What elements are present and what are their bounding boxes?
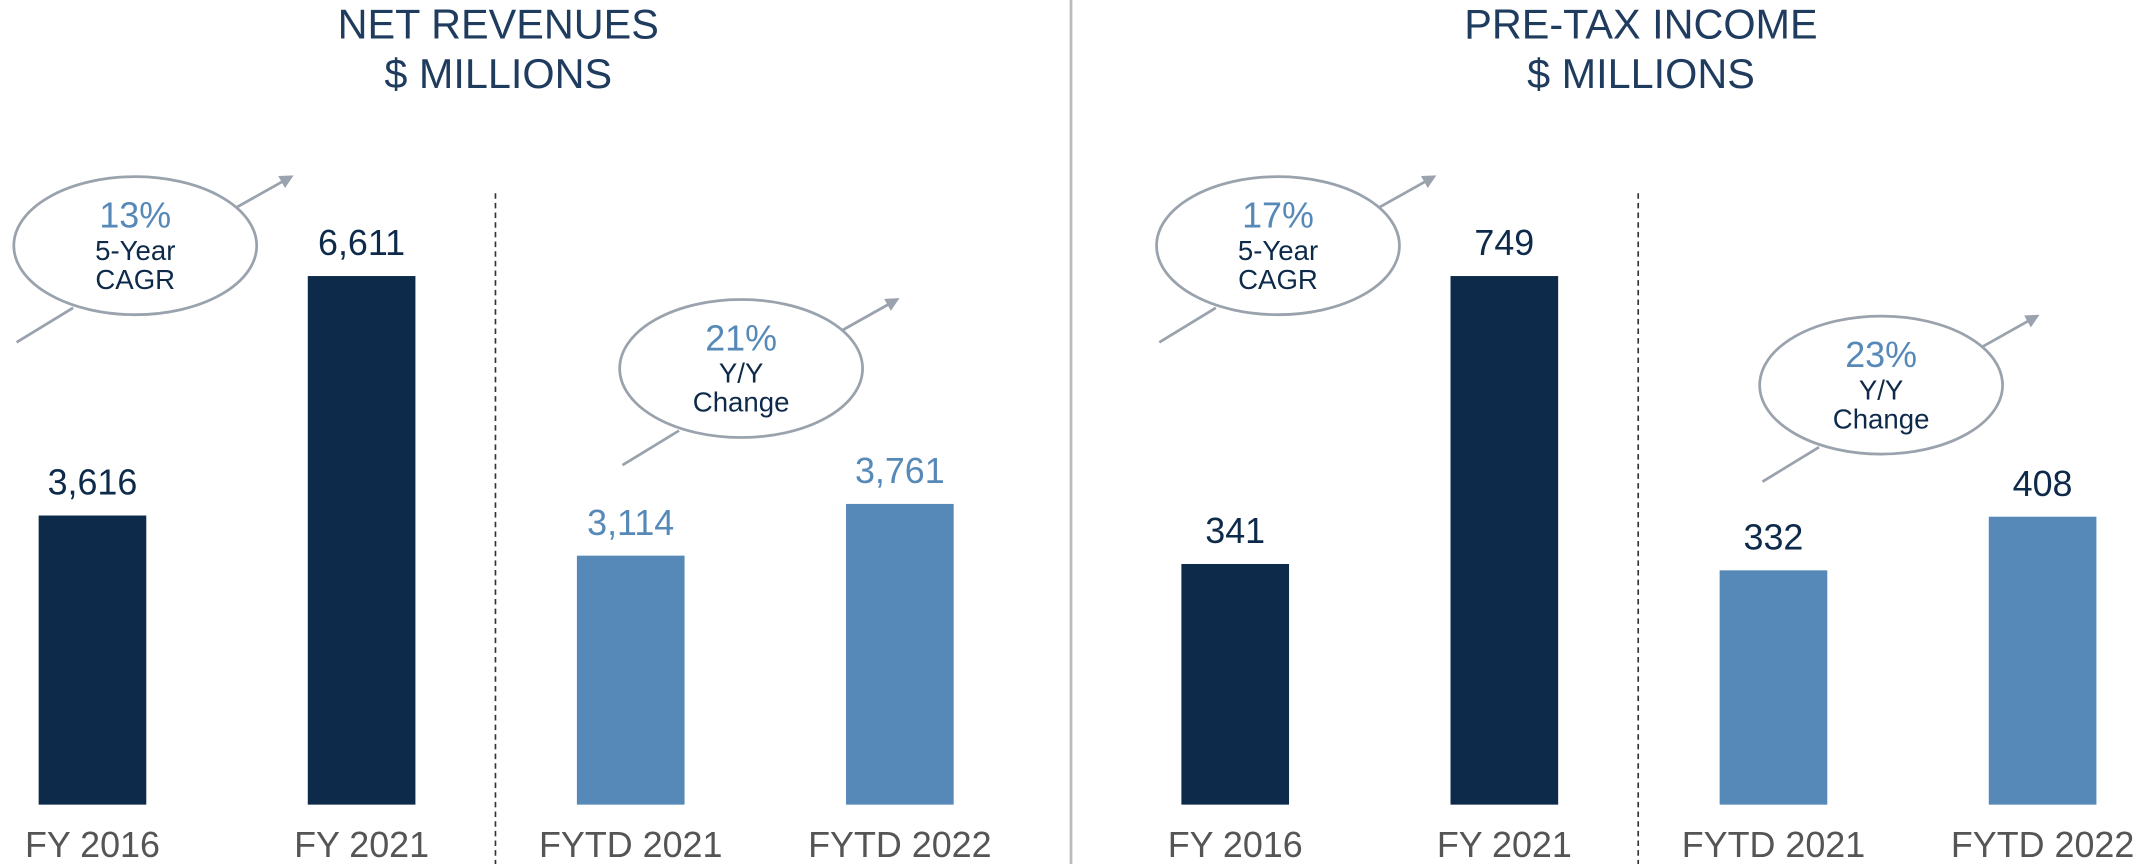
annotation-label: 5-Year — [95, 235, 175, 266]
annotation-label: Y/Y — [1859, 374, 1903, 405]
annotation-label: Y/Y — [719, 358, 763, 389]
bar — [576, 555, 685, 805]
value-label: 749 — [1474, 223, 1534, 263]
arrow-tail — [621, 429, 680, 467]
arrow-head — [233, 175, 294, 210]
annotation-label: 5-Year — [1238, 235, 1318, 266]
x-tick-label: FY 2021 — [1437, 825, 1572, 864]
value-label: 332 — [1744, 517, 1804, 557]
x-tick-label: FY 2016 — [1168, 825, 1303, 864]
value-label: 3,616 — [48, 463, 138, 503]
arrow-tail — [15, 306, 74, 344]
chart-title: NET REVENUES — [338, 2, 659, 48]
annotation-value: 13% — [99, 196, 171, 236]
value-label: 341 — [1205, 511, 1265, 551]
annotation-value: 21% — [705, 318, 777, 358]
chart-subtitle: $ MILLIONS — [384, 51, 612, 97]
x-tick-label: FYTD 2022 — [1951, 825, 2134, 864]
bar — [1181, 563, 1290, 805]
annotation-label: Change — [693, 387, 790, 418]
arrow-head — [1376, 175, 1437, 210]
value-label: 3,761 — [855, 451, 945, 491]
bar — [38, 515, 147, 805]
x-tick-label: FYTD 2021 — [539, 825, 722, 864]
arrow-head — [1979, 314, 2040, 350]
arrow-tail — [1761, 446, 1820, 483]
x-tick-label: FYTD 2022 — [808, 825, 991, 864]
chart-subtitle: $ MILLIONS — [1527, 51, 1755, 97]
value-label: 408 — [2013, 464, 2073, 504]
annotation-label: Change — [1833, 403, 1930, 434]
bar — [846, 503, 954, 805]
bar — [1988, 516, 2097, 805]
x-tick-label: FY 2021 — [294, 825, 429, 864]
x-tick-label: FY 2016 — [25, 825, 160, 864]
annotation-bubble — [12, 175, 259, 317]
annotation-bubble — [1155, 175, 1401, 317]
annotation-value: 23% — [1845, 335, 1917, 375]
annotation-bubble — [618, 298, 864, 439]
annotation-label: CAGR — [1238, 264, 1318, 295]
annotation-label: CAGR — [95, 264, 175, 295]
bar — [1450, 276, 1559, 805]
bar — [307, 276, 416, 805]
arrow-tail — [1158, 306, 1217, 344]
bar — [1719, 570, 1828, 805]
annotation-value: 17% — [1242, 196, 1314, 236]
value-label: 3,114 — [587, 503, 674, 543]
value-label: 6,611 — [318, 223, 405, 263]
x-tick-label: FYTD 2021 — [1682, 825, 1865, 864]
arrow-head — [839, 298, 900, 333]
annotation-bubble — [1758, 314, 2004, 456]
chart-title: PRE-TAX INCOME — [1464, 2, 1817, 48]
